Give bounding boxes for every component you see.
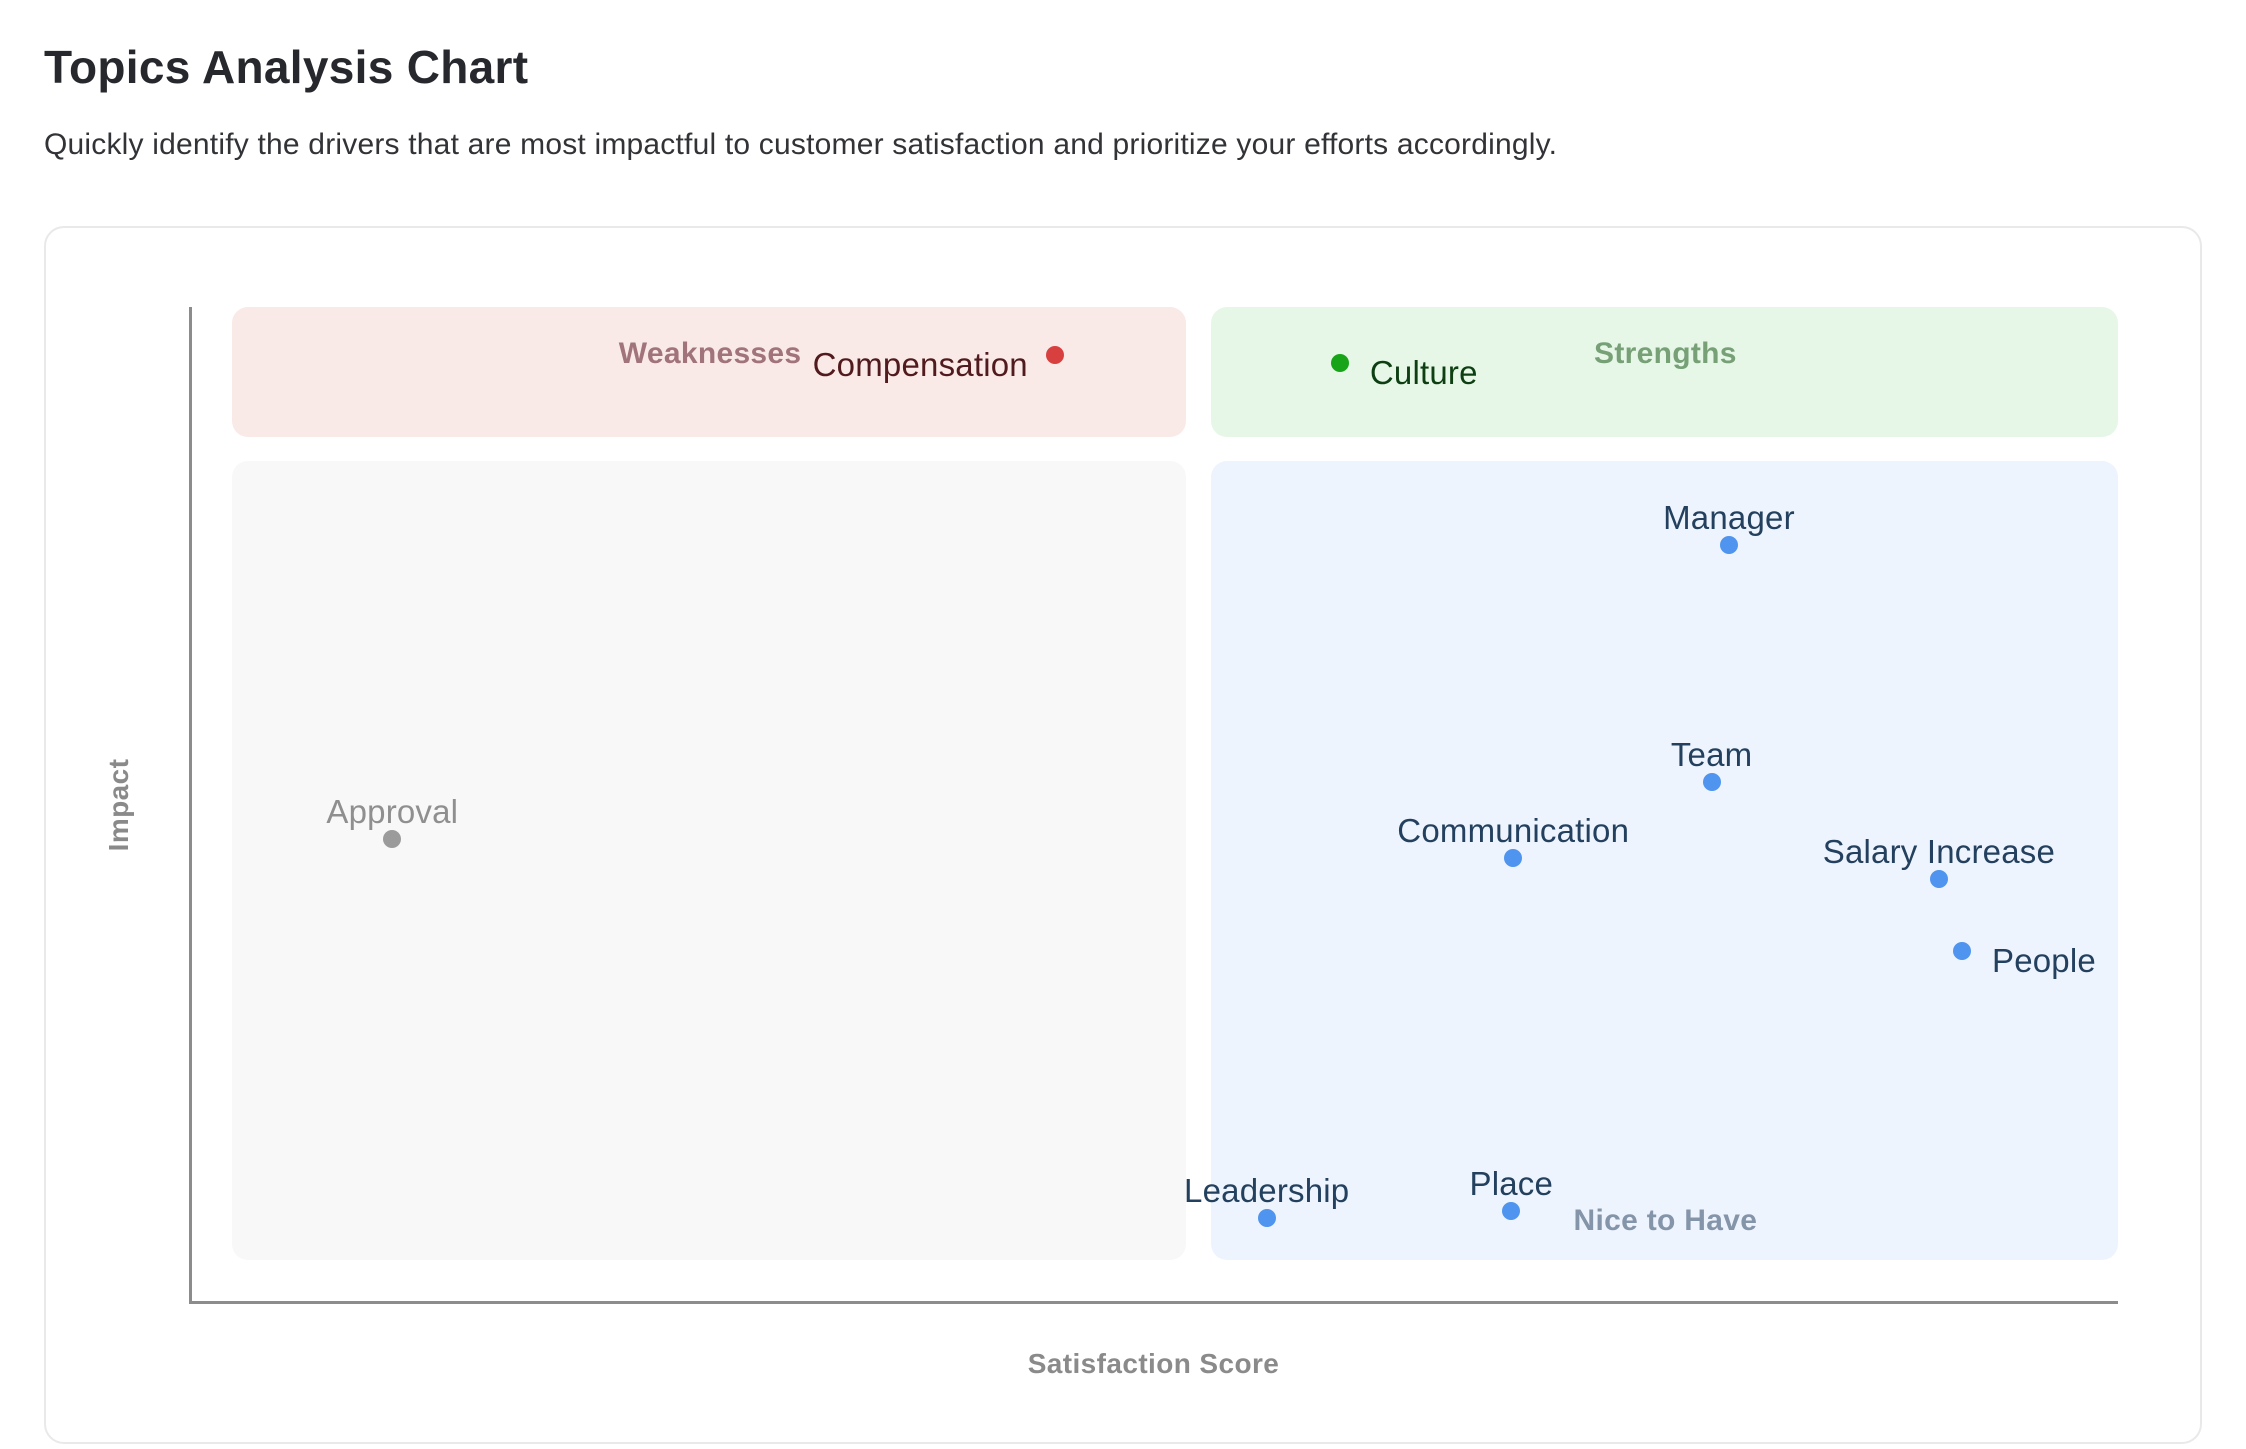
point-label: Culture xyxy=(1369,353,1478,391)
point-label: Compensation xyxy=(812,345,1028,383)
point-label: Approval xyxy=(326,792,459,830)
y-axis-label: Impact xyxy=(103,758,134,852)
point-label: Leadership xyxy=(1184,1171,1350,1209)
quadrant-low-priority xyxy=(232,461,1186,1261)
point-dot[interactable] xyxy=(1952,942,1971,961)
quadrant-strengths xyxy=(1210,307,2118,438)
point-dot[interactable] xyxy=(1045,345,1064,364)
chart-card: Impact Weaknesses Strengths Nice to Have Co… xyxy=(44,226,2202,1444)
point-label: Salary Increase xyxy=(1822,832,2056,870)
point-dot[interactable] xyxy=(1702,773,1721,792)
quadrant-label-nice-to-have: Nice to Have xyxy=(1573,1204,1758,1238)
point-dot[interactable] xyxy=(1929,869,1948,888)
plot-area: Weaknesses Strengths Nice to Have Compensat… xyxy=(189,307,2118,1304)
quadrant-weaknesses xyxy=(232,307,1186,438)
quadrant-nice-to-have xyxy=(1210,461,2118,1261)
point-dot[interactable] xyxy=(383,829,402,848)
point-label: People xyxy=(1991,942,2096,980)
point-label: Place xyxy=(1469,1164,1554,1202)
x-axis-label: Satisfaction Score xyxy=(1027,1348,1280,1379)
point-label: Communication xyxy=(1397,811,1630,849)
point-label: Manager xyxy=(1663,498,1795,536)
quadrant-label-strengths: Strengths xyxy=(1594,336,1737,370)
page-subtitle: Quickly identify the drivers that are mo… xyxy=(44,128,1558,161)
point-dot[interactable] xyxy=(1257,1208,1276,1227)
point-label: Team xyxy=(1670,736,1753,774)
point-dot[interactable] xyxy=(1502,1201,1521,1220)
quadrant-label-weaknesses: Weaknesses xyxy=(618,336,802,370)
page-title: Topics Analysis Chart xyxy=(44,41,529,93)
point-dot[interactable] xyxy=(1719,535,1738,554)
point-dot[interactable] xyxy=(1330,353,1349,372)
point-dot[interactable] xyxy=(1504,848,1523,867)
